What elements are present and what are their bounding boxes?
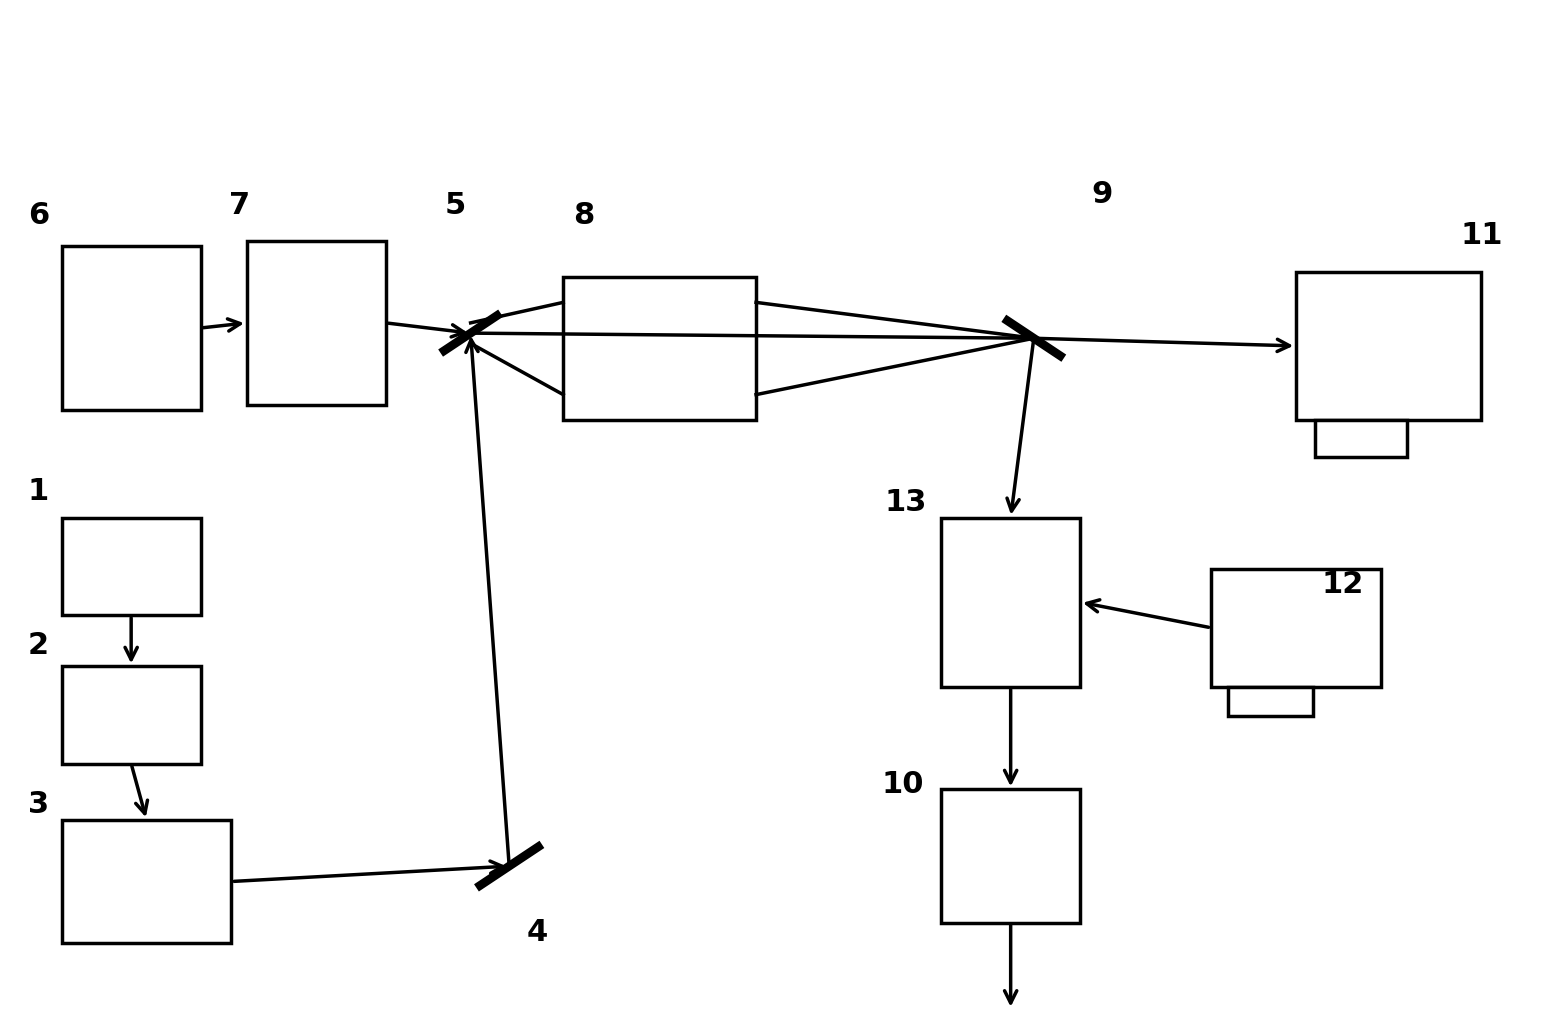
Text: 2: 2	[28, 631, 49, 660]
Bar	[1315, 420, 1407, 457]
Bar	[941, 518, 1080, 687]
Text: 10: 10	[881, 770, 924, 798]
Bar	[62, 246, 201, 410]
Bar	[62, 666, 201, 764]
Text: 8: 8	[572, 201, 594, 230]
Bar	[62, 518, 201, 615]
Text: 11: 11	[1460, 221, 1503, 250]
Bar	[563, 277, 756, 420]
Text: 3: 3	[28, 790, 49, 819]
Text: 4: 4	[526, 918, 548, 947]
Text: 13: 13	[884, 488, 927, 517]
Text: 9: 9	[1091, 180, 1113, 209]
Text: 6: 6	[28, 201, 49, 230]
Bar	[1211, 569, 1381, 687]
Bar	[1296, 272, 1481, 420]
Bar	[247, 241, 386, 405]
Bar	[62, 820, 231, 943]
Bar	[1228, 687, 1313, 716]
Text: 12: 12	[1321, 570, 1364, 599]
Text: 1: 1	[28, 478, 49, 506]
Text: 7: 7	[228, 191, 250, 219]
Bar	[941, 789, 1080, 922]
Text: 5: 5	[444, 191, 466, 219]
